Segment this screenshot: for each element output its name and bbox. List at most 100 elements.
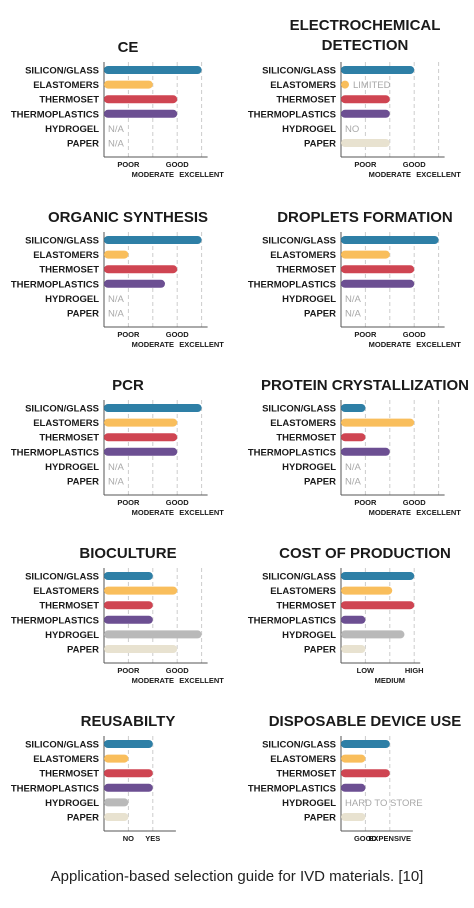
tick-label-poor: POOR xyxy=(354,498,377,507)
bar-elastomers xyxy=(341,418,415,427)
category-label-hydrogel: HYDROGEL xyxy=(45,124,99,135)
tick-label-good: GOOD xyxy=(166,330,190,339)
bar-hydrogel xyxy=(104,630,202,639)
chart-reusabilty: REUSABILTY SILICON/GLASS ELASTOMERS THERMOS… xyxy=(11,713,176,843)
category-label-elastomers: ELASTOMERS xyxy=(270,250,336,261)
category-label-thermoset: THERMOSET xyxy=(276,265,336,276)
bar-annotation: LIMITED xyxy=(353,80,391,91)
category-label-thermoset: THERMOSET xyxy=(276,769,336,780)
category-label-thermoplastics: THERMOPLASTICS xyxy=(11,279,99,290)
tick-label-good: GOOD xyxy=(166,160,190,169)
tick-label-moderate: MODERATE xyxy=(369,508,411,517)
category-label-elastomers: ELASTOMERS xyxy=(270,586,336,597)
chart-organic-synthesis: ORGANIC SYNTHESIS SILICON/GLASS ELASTOMERS… xyxy=(11,209,224,349)
bar-thermoset xyxy=(341,265,415,274)
tick-label-poor: POOR xyxy=(354,330,377,339)
tick-label-excellent: EXCELLENT xyxy=(416,340,461,349)
category-label-paper: PAPER xyxy=(67,813,99,824)
bar-annotation: N/A xyxy=(345,294,362,305)
chart-bioculture: BIOCULTURE SILICON/GLASS ELASTOMERS THERMOS… xyxy=(11,545,224,685)
bar-silicon-glass xyxy=(104,66,202,74)
category-label-elastomers: ELASTOMERS xyxy=(270,754,336,765)
category-label-thermoset: THERMOSET xyxy=(39,601,99,612)
category-label-hydrogel: HYDROGEL xyxy=(45,630,99,641)
category-label-silicon-glass: SILICON/GLASS xyxy=(262,572,336,583)
bar-paper xyxy=(104,813,129,821)
category-label-paper: PAPER xyxy=(304,477,336,488)
bar-thermoplastics xyxy=(341,109,390,118)
chart-pcr: PCR SILICON/GLASS ELASTOMERS THERMOSET THERM… xyxy=(11,377,224,517)
bar-thermoplastics xyxy=(341,783,366,792)
category-label-silicon-glass: SILICON/GLASS xyxy=(262,740,336,751)
category-label-hydrogel: HYDROGEL xyxy=(282,798,336,809)
chart-electrochemical-detection: ELECTROCHEMICAL DETECTION SILICON/GLASS ELA… xyxy=(248,17,461,179)
chart-title: DETECTION xyxy=(322,37,409,54)
tick-label-good: GOOD xyxy=(354,834,378,843)
category-label-elastomers: ELASTOMERS xyxy=(33,80,99,91)
chart-title: PCR xyxy=(112,377,144,394)
bar-elastomers xyxy=(104,418,178,427)
tick-label-moderate: MODERATE xyxy=(132,170,174,179)
category-label-paper: PAPER xyxy=(304,139,336,150)
category-label-paper: PAPER xyxy=(67,139,99,150)
bar-paper xyxy=(341,645,366,653)
bar-elastomers xyxy=(104,586,178,595)
bar-silicon-glass xyxy=(341,740,390,748)
category-label-thermoset: THERMOSET xyxy=(39,95,99,106)
bar-annotation: N/A xyxy=(108,139,125,150)
bar-silicon-glass xyxy=(341,404,366,412)
bar-annotation: NO xyxy=(345,124,359,135)
tick-label-good: GOOD xyxy=(403,498,427,507)
tick-label-no: NO xyxy=(123,834,134,843)
category-label-paper: PAPER xyxy=(67,645,99,656)
bar-annotation: N/A xyxy=(108,477,125,488)
bar-thermoplastics xyxy=(104,447,178,456)
chart-title: ORGANIC SYNTHESIS xyxy=(48,209,208,226)
category-label-silicon-glass: SILICON/GLASS xyxy=(262,404,336,415)
category-label-hydrogel: HYDROGEL xyxy=(282,630,336,641)
category-label-silicon-glass: SILICON/GLASS xyxy=(25,236,99,247)
bar-elastomers xyxy=(341,586,393,595)
category-label-hydrogel: HYDROGEL xyxy=(282,294,336,305)
chart-title: REUSABILTY xyxy=(81,713,176,730)
category-label-paper: PAPER xyxy=(304,645,336,656)
category-label-thermoset: THERMOSET xyxy=(39,265,99,276)
chart-ce: CE SILICON/GLASS ELASTOMERS THERMOSET THERMO… xyxy=(11,39,224,179)
bar-elastomers xyxy=(341,80,349,89)
tick-label-good: GOOD xyxy=(403,330,427,339)
tick-label-good: GOOD xyxy=(166,666,190,675)
tick-label-good: GOOD xyxy=(166,498,190,507)
category-label-paper: PAPER xyxy=(67,309,99,320)
bar-thermoplastics xyxy=(341,279,415,288)
figure-caption: Application-based selection guide for IV… xyxy=(50,868,424,885)
category-label-hydrogel: HYDROGEL xyxy=(282,124,336,135)
category-label-paper: PAPER xyxy=(304,309,336,320)
category-label-thermoset: THERMOSET xyxy=(39,433,99,444)
chart-protein-crystallization: PROTEIN CRYSTALLIZATION SILICON/GLASS ELAS… xyxy=(248,377,469,517)
category-label-thermoplastics: THERMOPLASTICS xyxy=(248,615,336,626)
bar-thermoset xyxy=(104,95,178,104)
bar-annotation: N/A xyxy=(108,124,125,135)
category-label-elastomers: ELASTOMERS xyxy=(33,418,99,429)
tick-label-poor: POOR xyxy=(117,330,140,339)
chart-title: BIOCULTURE xyxy=(79,545,176,562)
bar-hydrogel xyxy=(104,798,129,807)
category-label-elastomers: ELASTOMERS xyxy=(33,586,99,597)
bar-elastomers xyxy=(104,80,153,89)
bar-silicon-glass xyxy=(341,572,415,580)
category-label-thermoset: THERMOSET xyxy=(276,601,336,612)
category-label-elastomers: ELASTOMERS xyxy=(33,250,99,261)
category-label-thermoplastics: THERMOPLASTICS xyxy=(248,447,336,458)
tick-label-poor: POOR xyxy=(117,498,140,507)
bar-thermoplastics xyxy=(104,783,153,792)
charts-figure: CE SILICON/GLASS ELASTOMERS THERMOSET THERMO… xyxy=(11,17,469,843)
tick-label-poor: POOR xyxy=(117,666,140,675)
bar-elastomers xyxy=(104,754,129,763)
tick-label-excellent: EXCELLENT xyxy=(416,508,461,517)
bar-annotation: N/A xyxy=(345,462,362,473)
category-label-hydrogel: HYDROGEL xyxy=(45,462,99,473)
tick-label-poor: POOR xyxy=(354,160,377,169)
category-label-silicon-glass: SILICON/GLASS xyxy=(25,404,99,415)
bar-annotation: N/A xyxy=(345,477,362,488)
bar-thermoset xyxy=(341,95,390,104)
